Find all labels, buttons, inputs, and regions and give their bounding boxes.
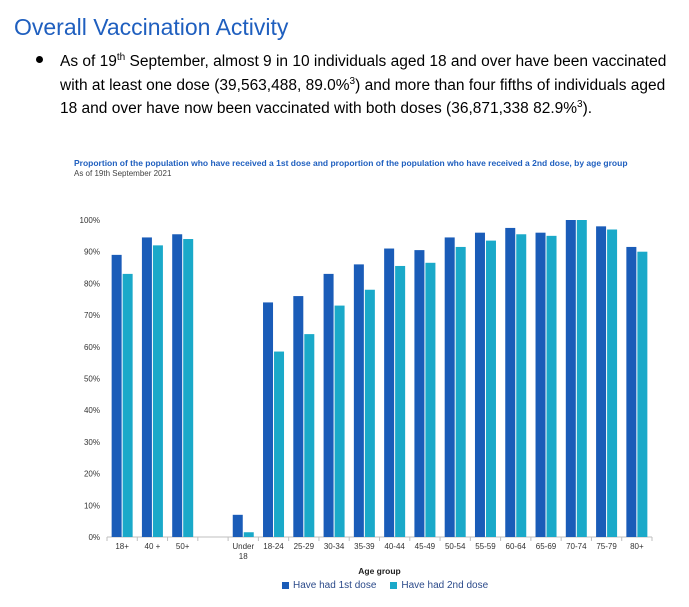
bar-1st-dose bbox=[535, 232, 546, 537]
bar-1st-dose bbox=[263, 302, 274, 537]
chart-header: Proportion of the population who have re… bbox=[74, 158, 634, 179]
summary-text: As of 19th September, almost 9 in 10 ind… bbox=[60, 50, 676, 121]
bar-1st-dose bbox=[353, 264, 364, 537]
y-tick-label: 90% bbox=[84, 248, 100, 257]
summary-part-2: September, almost 9 in 10 individuals ag… bbox=[60, 53, 667, 94]
y-tick-label: 0% bbox=[88, 533, 100, 542]
bar-1st-dose bbox=[293, 296, 304, 537]
y-tick-label: 30% bbox=[84, 438, 100, 447]
bar-2nd-dose bbox=[425, 262, 436, 537]
x-tick-label: 45-49 bbox=[415, 542, 436, 551]
x-tick-label: Under bbox=[232, 542, 254, 551]
bar-1st-dose bbox=[384, 248, 395, 537]
chart-title: Proportion of the population who have re… bbox=[74, 158, 628, 168]
y-tick-label: 20% bbox=[84, 470, 100, 479]
bar-2nd-dose bbox=[152, 245, 163, 538]
x-tick-label: 40 + bbox=[145, 542, 161, 551]
legend-swatch-1st-dose bbox=[282, 582, 289, 589]
bar-2nd-dose bbox=[122, 273, 133, 537]
page-title: Overall Vaccination Activity bbox=[14, 14, 289, 40]
bar-2nd-dose bbox=[183, 239, 194, 537]
bar-1st-dose bbox=[505, 227, 516, 538]
bar-1st-dose bbox=[596, 226, 607, 537]
summary-sup-1: th bbox=[116, 51, 126, 63]
bar-1st-dose bbox=[172, 234, 183, 537]
x-tick-label: 18 bbox=[239, 552, 248, 561]
bar-2nd-dose bbox=[274, 351, 285, 537]
y-tick-label: 80% bbox=[84, 279, 100, 288]
y-tick-label: 10% bbox=[84, 501, 100, 510]
x-tick-label: 40-44 bbox=[384, 542, 405, 551]
x-tick-label: 18-24 bbox=[263, 542, 284, 551]
x-tick-label: 35-39 bbox=[354, 542, 375, 551]
legend-swatch-2nd-dose bbox=[390, 582, 398, 589]
bullet-dot-icon bbox=[36, 56, 43, 63]
y-tick-label: 70% bbox=[84, 311, 100, 320]
x-tick-label: 50+ bbox=[176, 542, 190, 551]
bar-2nd-dose bbox=[455, 246, 466, 537]
bar-2nd-dose bbox=[395, 265, 406, 537]
summary-bullet: As of 19th September, almost 9 in 10 ind… bbox=[36, 50, 676, 121]
y-tick-label: 60% bbox=[84, 343, 100, 352]
bar-2nd-dose bbox=[516, 234, 527, 537]
bar-1st-dose bbox=[444, 237, 455, 537]
x-tick-label: 30-34 bbox=[324, 542, 345, 551]
bar-1st-dose bbox=[111, 254, 122, 537]
bar-1st-dose bbox=[323, 273, 334, 537]
x-tick-label: 70-74 bbox=[566, 542, 587, 551]
x-tick-label: 60-64 bbox=[506, 542, 527, 551]
y-tick-label: 40% bbox=[84, 406, 100, 415]
summary-part-3: ) and more than four fifths of individua… bbox=[60, 76, 666, 118]
bar-1st-dose bbox=[232, 514, 243, 537]
bar-2nd-dose bbox=[364, 289, 375, 537]
summary-part-1: As of 19 bbox=[60, 53, 117, 70]
bar-2nd-dose bbox=[243, 532, 254, 537]
bar-2nd-dose bbox=[304, 334, 315, 537]
x-tick-label: 50-54 bbox=[445, 542, 466, 551]
bar-2nd-dose bbox=[637, 251, 648, 537]
bar-1st-dose bbox=[414, 250, 425, 538]
x-tick-label: 18+ bbox=[115, 542, 129, 551]
bar-2nd-dose bbox=[334, 305, 345, 537]
x-tick-label: 65-69 bbox=[536, 542, 557, 551]
legend-item-1st-dose: Have had 1st dose bbox=[282, 580, 376, 591]
legend-label-2nd-dose: Have had 2nd dose bbox=[401, 580, 489, 591]
y-tick-label: 100% bbox=[80, 216, 100, 225]
summary-part-4: ). bbox=[582, 100, 593, 117]
bar-1st-dose bbox=[474, 232, 485, 537]
x-tick-label: 55-59 bbox=[475, 542, 496, 551]
summary-sup-2: 3 bbox=[349, 75, 356, 87]
y-tick-label: 50% bbox=[84, 375, 100, 384]
legend-item-2nd-dose: Have had 2nd dose bbox=[390, 580, 488, 591]
bar-2nd-dose bbox=[546, 235, 557, 537]
chart-subtitle: As of 19th September 2021 bbox=[74, 169, 172, 178]
x-axis-title: Age group bbox=[358, 566, 401, 576]
bar-1st-dose bbox=[565, 220, 576, 537]
x-tick-label: 80+ bbox=[630, 542, 644, 551]
bar-2nd-dose bbox=[576, 220, 587, 537]
bar-1st-dose bbox=[626, 246, 637, 537]
bar-1st-dose bbox=[141, 237, 152, 537]
bar-2nd-dose bbox=[485, 240, 496, 538]
x-tick-label: 25-29 bbox=[294, 542, 315, 551]
summary-sup-3: 3 bbox=[577, 98, 583, 110]
legend-label-1st-dose: Have had 1st dose bbox=[293, 580, 377, 591]
bar-2nd-dose bbox=[607, 229, 618, 537]
x-tick-label: 75-79 bbox=[596, 542, 617, 551]
chart-legend: Have had 1st dose Have had 2nd dose bbox=[282, 580, 488, 591]
